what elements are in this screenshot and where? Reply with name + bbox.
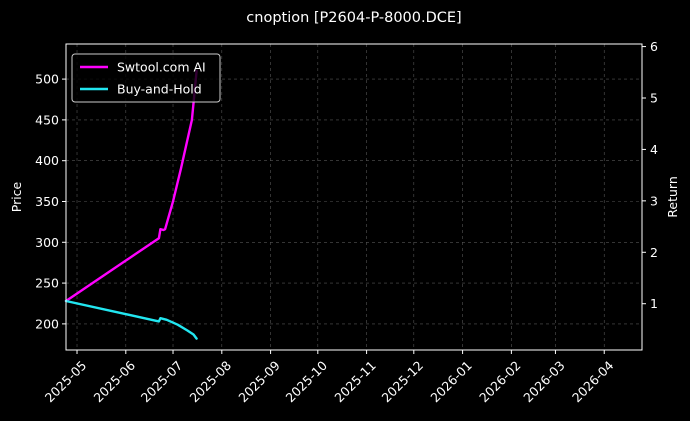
y2-tick-label: 4 — [650, 142, 658, 157]
series-line-buy-and-hold — [64, 299, 198, 340]
y-tick-label: 450 — [35, 112, 59, 127]
y-axis-label: Price — [9, 181, 24, 212]
series-layer — [64, 69, 198, 340]
y2-axis-label: Return — [665, 176, 680, 217]
y2-tick-label: 1 — [650, 296, 658, 311]
plot-frame — [65, 43, 643, 351]
y-tick-label: 250 — [35, 276, 59, 291]
y-tick-label: 300 — [35, 235, 59, 250]
y2-tick-label: 5 — [650, 91, 658, 106]
y-tick-label: 200 — [35, 316, 59, 331]
legend-label: Swtool.com AI — [117, 60, 206, 75]
y2-tick-label: 2 — [650, 245, 658, 260]
legend-box — [71, 53, 221, 103]
legend: Swtool.com AI Buy-and-Hold — [71, 53, 221, 103]
y2-tick-label: 6 — [650, 39, 658, 54]
y2-tick-label: 3 — [650, 193, 658, 208]
y-tick-label: 500 — [35, 72, 59, 87]
series-line-strategy — [64, 69, 198, 303]
y-tick-label: 400 — [35, 153, 59, 168]
chart-title: cnoption [P2604-P-8000.DCE] — [246, 10, 461, 26]
y-tick-label: 350 — [35, 194, 59, 209]
legend-label: Buy-and-Hold — [117, 82, 202, 97]
